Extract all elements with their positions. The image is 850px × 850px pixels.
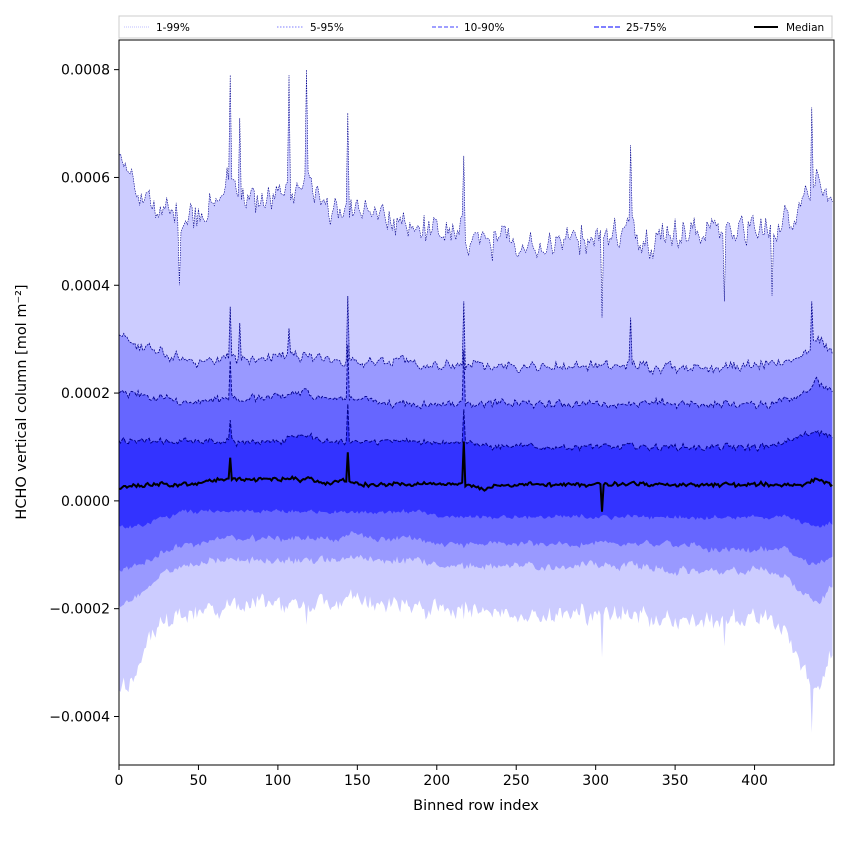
line-75-upper — [119, 403, 833, 453]
legend-label: 5-95% — [310, 22, 344, 34]
y-tick-label: 0.0000 — [61, 494, 110, 510]
x-tick-label: 50 — [190, 773, 208, 789]
band-25-75 — [119, 403, 833, 529]
y-tick-label: 0.0006 — [61, 170, 110, 186]
line-99-upper — [119, 69, 833, 318]
x-tick-label: 350 — [662, 773, 689, 789]
y-tick-label: 0.0002 — [61, 386, 110, 402]
plot-frame — [118, 39, 835, 766]
x-tick-label: 300 — [582, 773, 609, 789]
y-tick-label: −0.0002 — [49, 602, 110, 618]
x-tick-label: 400 — [741, 773, 768, 789]
y-tick-label: 0.0008 — [61, 63, 110, 79]
y-axis-label: HCHO vertical column [mol m⁻²] — [14, 284, 30, 519]
x-tick-label: 100 — [265, 773, 292, 789]
x-tick-label: 150 — [344, 773, 371, 789]
x-tick-label: 200 — [423, 773, 450, 789]
line-95-upper — [119, 296, 833, 376]
line-90-upper — [119, 344, 833, 410]
x-tick-label: 250 — [503, 773, 530, 789]
plot-area — [119, 69, 833, 733]
x-axis: 0 50 100 150 200 250 300 350 400 — [115, 765, 768, 789]
median-line — [119, 441, 833, 512]
legend-frame — [118, 15, 833, 39]
x-tick-label: 0 — [115, 773, 124, 789]
legend-label: Median — [786, 22, 824, 34]
legend-label: 10-90% — [464, 22, 505, 34]
legend: 1-99% 5-95% 10-90% 25-75% Median — [118, 15, 833, 39]
y-tick-label: −0.0004 — [49, 709, 110, 725]
y-axis: −0.0004 −0.0002 0.0000 0.0002 0.0004 0.0006 0.… — [49, 63, 119, 725]
legend-label: 25-75% — [626, 22, 667, 34]
legend-label: 1-99% — [156, 22, 190, 34]
y-tick-label: 0.0004 — [61, 278, 110, 294]
x-axis-label: Binned row index — [413, 798, 539, 814]
